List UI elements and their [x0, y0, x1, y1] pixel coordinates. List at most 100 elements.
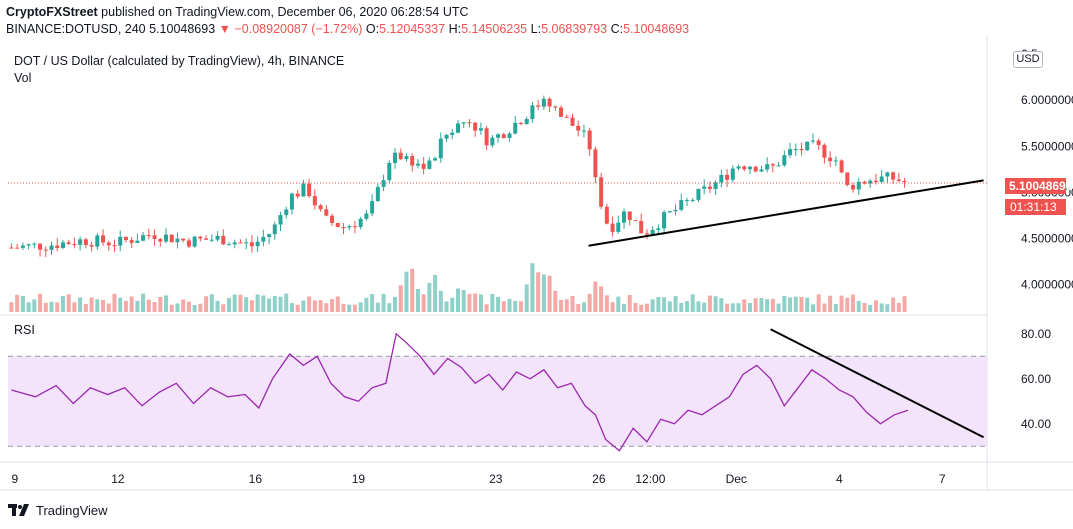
volume-bar — [599, 286, 604, 312]
rsi-band-fill — [8, 356, 987, 447]
candle-body — [702, 186, 707, 189]
candle-body — [26, 244, 31, 246]
volume-bar — [238, 294, 243, 312]
candle-body — [295, 193, 300, 197]
candle-body — [101, 235, 106, 243]
volume-bar — [736, 303, 741, 312]
volume-bar — [158, 296, 163, 312]
candle-body — [129, 240, 134, 243]
volume-bar — [593, 281, 598, 312]
candle-body — [690, 199, 695, 201]
volume-bar — [822, 303, 827, 312]
rsi-tick-label: 40.00 — [1021, 417, 1051, 431]
candle-body — [164, 234, 169, 242]
tradingview-logo[interactable]: TradingView — [8, 503, 108, 518]
candle-body — [622, 211, 627, 223]
volume-bar — [501, 301, 506, 312]
candle-body — [610, 223, 615, 232]
volume-bar — [72, 302, 77, 312]
candle-body — [83, 239, 88, 246]
volume-bar — [461, 290, 466, 312]
time-tick-label: 23 — [489, 472, 503, 486]
candle-body — [32, 243, 37, 245]
volume-bar — [478, 294, 483, 312]
volume-bar — [43, 302, 48, 312]
candle-body — [20, 245, 25, 248]
time-tick-label: 12 — [111, 472, 125, 486]
chart-legend-title[interactable]: DOT / US Dollar (calculated by TradingVi… — [14, 54, 345, 68]
volume-bar — [559, 299, 564, 312]
volume-bar — [484, 304, 489, 312]
volume-bar — [444, 301, 449, 312]
candle-body — [576, 125, 581, 131]
volume-bar — [891, 297, 896, 312]
candle-body — [679, 200, 684, 210]
volume-bar — [793, 296, 798, 312]
candle-body — [782, 155, 787, 166]
y-axis[interactable]: 6.56.000000005.500000005.000000004.50000… — [1021, 47, 1073, 431]
candle-body — [667, 211, 672, 213]
volume-bar — [450, 297, 455, 312]
candle-body — [375, 186, 380, 202]
volume-bar — [702, 302, 707, 312]
high-value: 5.14506235 — [461, 22, 528, 36]
candle-body — [753, 166, 758, 172]
symbol-label: BINANCE:DOTUSD, 240 — [6, 22, 146, 36]
candle-body — [478, 128, 483, 131]
candle-body — [553, 106, 558, 108]
candle-body — [301, 183, 306, 197]
candle-body — [204, 238, 209, 240]
candle-body — [341, 227, 346, 229]
candle-body — [747, 166, 752, 170]
volume-bar — [581, 302, 586, 312]
volume-bar — [129, 296, 134, 312]
volume-bar — [770, 298, 775, 312]
candle-body — [444, 134, 449, 139]
candle-body — [719, 174, 724, 183]
candle-body — [455, 123, 461, 133]
volume-bar — [541, 274, 546, 312]
volume-bar — [387, 303, 392, 312]
candle-body — [587, 130, 592, 150]
currency-badge[interactable]: USD — [1013, 51, 1043, 68]
x-axis[interactable]: 9 12 16 19 23 26 12:00 Dec 4 7 — [12, 472, 946, 486]
candle-body — [330, 215, 335, 223]
volume-bar — [828, 295, 833, 312]
volume-bar — [604, 295, 609, 312]
candle-body — [707, 186, 712, 189]
volume-bar — [839, 295, 844, 312]
candle-body — [581, 130, 586, 132]
price-tick-label: 5.50000000 — [1021, 139, 1073, 153]
volume-bar — [164, 295, 169, 312]
candle-body — [55, 245, 60, 248]
volume-bar — [347, 304, 352, 312]
publish-text: published on TradingView.com, December 0… — [101, 5, 469, 19]
candle-body — [347, 226, 352, 228]
volume-bar — [553, 290, 558, 312]
candle-body — [616, 222, 621, 232]
volume-bar — [312, 300, 317, 312]
volume-bar — [473, 293, 478, 312]
candle-body — [662, 212, 667, 229]
candle-body — [244, 242, 249, 244]
candle-body — [427, 160, 432, 169]
candle-body — [845, 172, 850, 186]
volume-bar — [330, 299, 335, 312]
candle-body — [370, 201, 375, 214]
candle-body — [289, 193, 294, 210]
candle-body — [547, 98, 552, 107]
open-value: 5.12045337 — [379, 22, 446, 36]
rsi-legend[interactable]: RSI — [14, 323, 35, 337]
candle-body — [805, 141, 810, 151]
volume-bar — [679, 303, 684, 312]
volume-bar — [295, 304, 300, 312]
volume-bar — [267, 298, 272, 312]
candle-body — [536, 105, 541, 107]
candle-body — [261, 236, 266, 242]
volume-legend[interactable]: Vol — [14, 71, 32, 85]
volume-bar — [404, 271, 409, 312]
volume-bar — [335, 296, 340, 312]
candle-body — [496, 134, 501, 138]
rsi-plot — [11, 332, 909, 452]
